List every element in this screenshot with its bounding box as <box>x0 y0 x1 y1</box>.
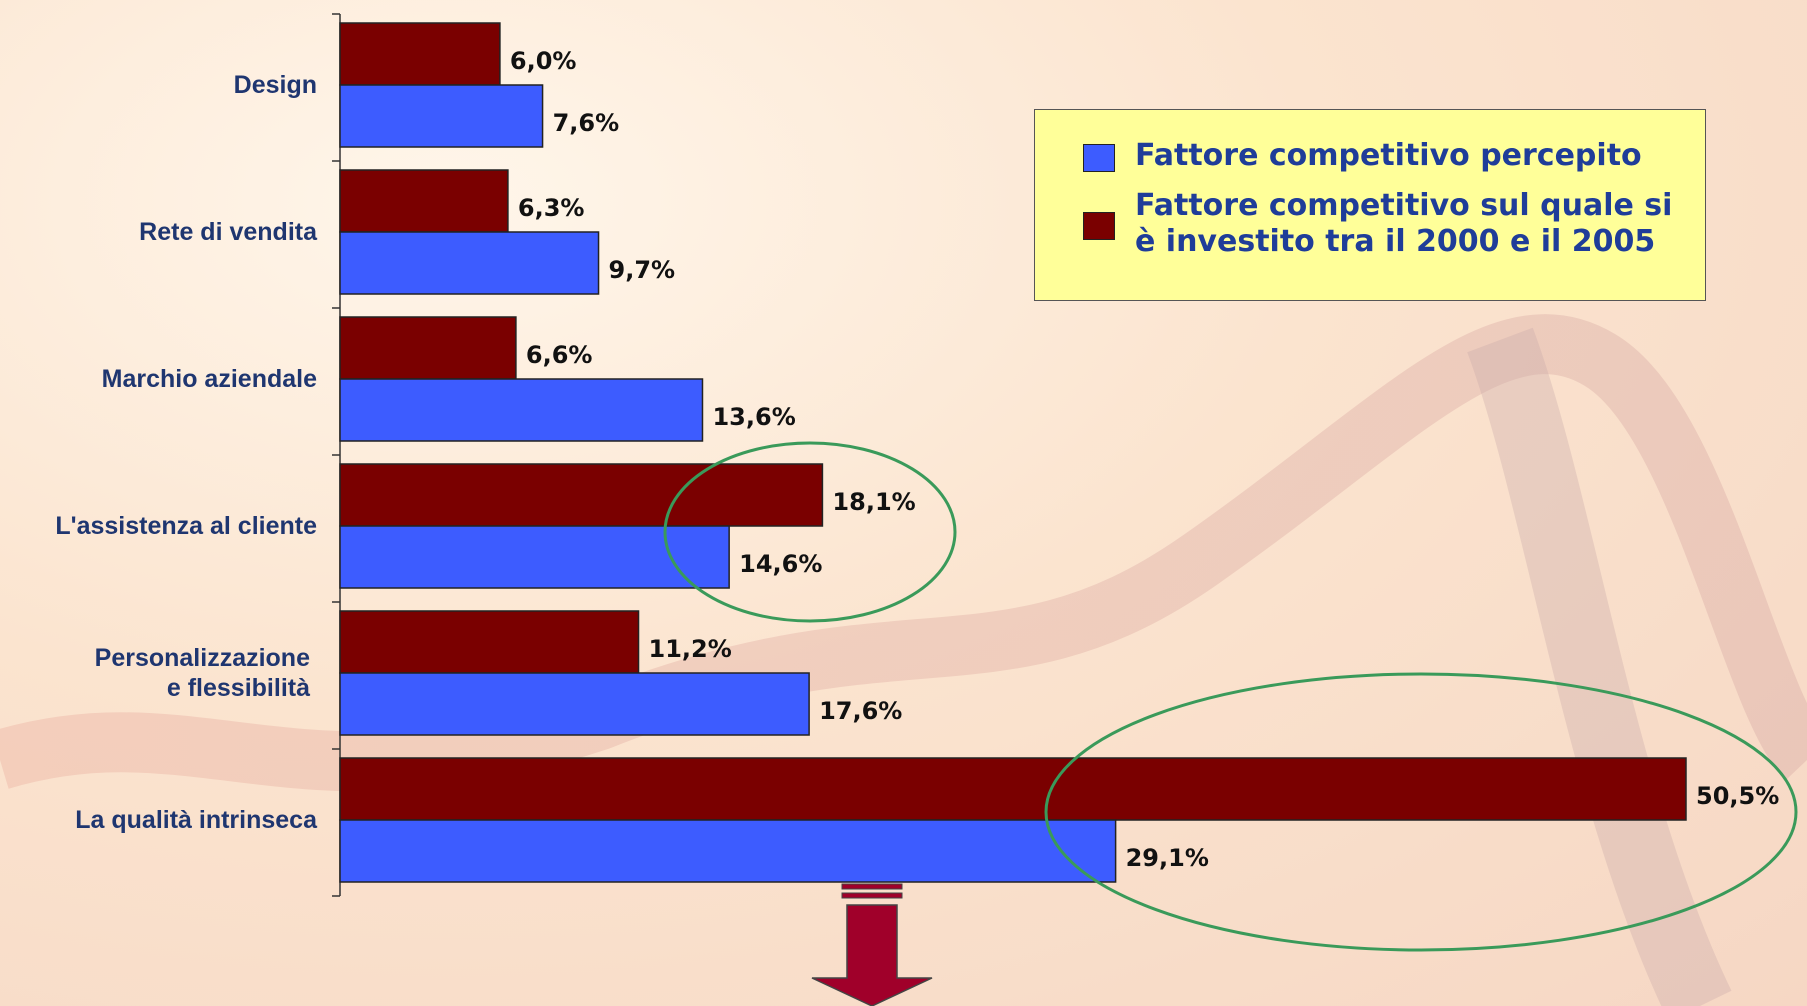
category-label: Personalizzazione e flessibilità <box>95 643 310 703</box>
value-label: 6,3% <box>518 194 585 222</box>
highlight-ellipse <box>663 441 957 623</box>
bar <box>339 819 1117 883</box>
bar <box>339 463 824 527</box>
category-label: Marchio aziendale <box>101 365 317 393</box>
value-label: 13,6% <box>712 403 795 431</box>
bar <box>339 169 509 233</box>
bar <box>339 672 810 736</box>
value-label: 11,2% <box>649 635 732 663</box>
category-label: L'assistenza al cliente <box>55 512 317 540</box>
bar <box>339 610 640 674</box>
legend-label: Fattore competitivo sul quale si è inves… <box>1135 188 1673 259</box>
bar <box>339 22 501 86</box>
value-label: 17,6% <box>819 697 902 725</box>
value-label: 9,7% <box>609 256 676 284</box>
value-label: 18,1% <box>832 488 915 516</box>
value-label: 29,1% <box>1126 844 1209 872</box>
category-label-line: e flessibilità <box>166 674 310 702</box>
legend: Fattore competitivo percepito Fattore com… <box>1034 109 1706 301</box>
bar <box>339 757 1687 821</box>
legend-swatch <box>1083 144 1115 172</box>
category-label: Rete di vendita <box>139 218 317 246</box>
value-label: 6,0% <box>510 47 577 75</box>
value-label: 14,6% <box>739 550 822 578</box>
bar <box>339 84 544 148</box>
category-label: Design <box>233 71 317 99</box>
value-label: 6,6% <box>526 341 593 369</box>
decoration <box>0 314 1807 792</box>
bar <box>339 231 600 295</box>
bar <box>339 378 704 442</box>
value-label: 7,6% <box>553 109 620 137</box>
arrow <box>811 883 933 1006</box>
value-label: 50,5% <box>1696 782 1779 810</box>
legend-swatch <box>1083 212 1115 240</box>
bar <box>339 316 517 380</box>
legend-label: Fattore competitivo percepito <box>1135 138 1642 173</box>
category-label: La qualità intrinseca <box>75 806 317 834</box>
decoration <box>1467 327 1732 1006</box>
category-label-line: Personalizzazione <box>94 644 310 672</box>
highlight-ellipse <box>1044 672 1798 952</box>
